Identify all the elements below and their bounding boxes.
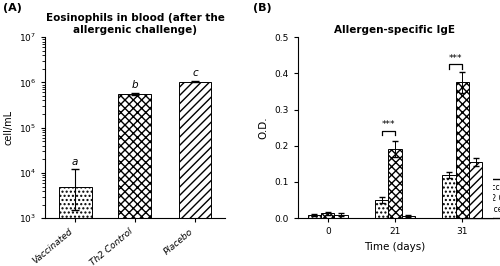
X-axis label: Time (days): Time (days)	[364, 242, 426, 252]
Bar	[118, 94, 152, 266]
Bar	[402, 216, 415, 218]
Bar	[375, 200, 388, 218]
Y-axis label: cell/mL: cell/mL	[3, 110, 13, 145]
Bar	[58, 186, 92, 266]
Bar	[469, 162, 482, 218]
Bar	[334, 214, 348, 218]
Bar	[388, 149, 402, 218]
Bar	[456, 82, 469, 218]
Text: (B): (B)	[252, 3, 271, 13]
Y-axis label: O.D.: O.D.	[258, 116, 268, 139]
Text: (A): (A)	[2, 3, 22, 13]
Bar	[442, 175, 456, 218]
Text: b: b	[132, 80, 138, 90]
Text: ***: ***	[449, 54, 462, 63]
Text: ***: ***	[382, 120, 395, 129]
Legend: Vaccinated, Th2 Control, Placebo: Vaccinated, Th2 Control, Placebo	[459, 179, 500, 218]
Text: a: a	[72, 157, 78, 167]
Bar	[308, 215, 321, 218]
Bar	[321, 213, 334, 218]
Title: Allergen-specific IgE: Allergen-specific IgE	[334, 25, 456, 35]
Title: Eosinophils in blood (after the
allergenic challenge): Eosinophils in blood (after the allergen…	[46, 13, 224, 35]
Text: c: c	[192, 68, 198, 78]
Bar	[178, 81, 212, 266]
